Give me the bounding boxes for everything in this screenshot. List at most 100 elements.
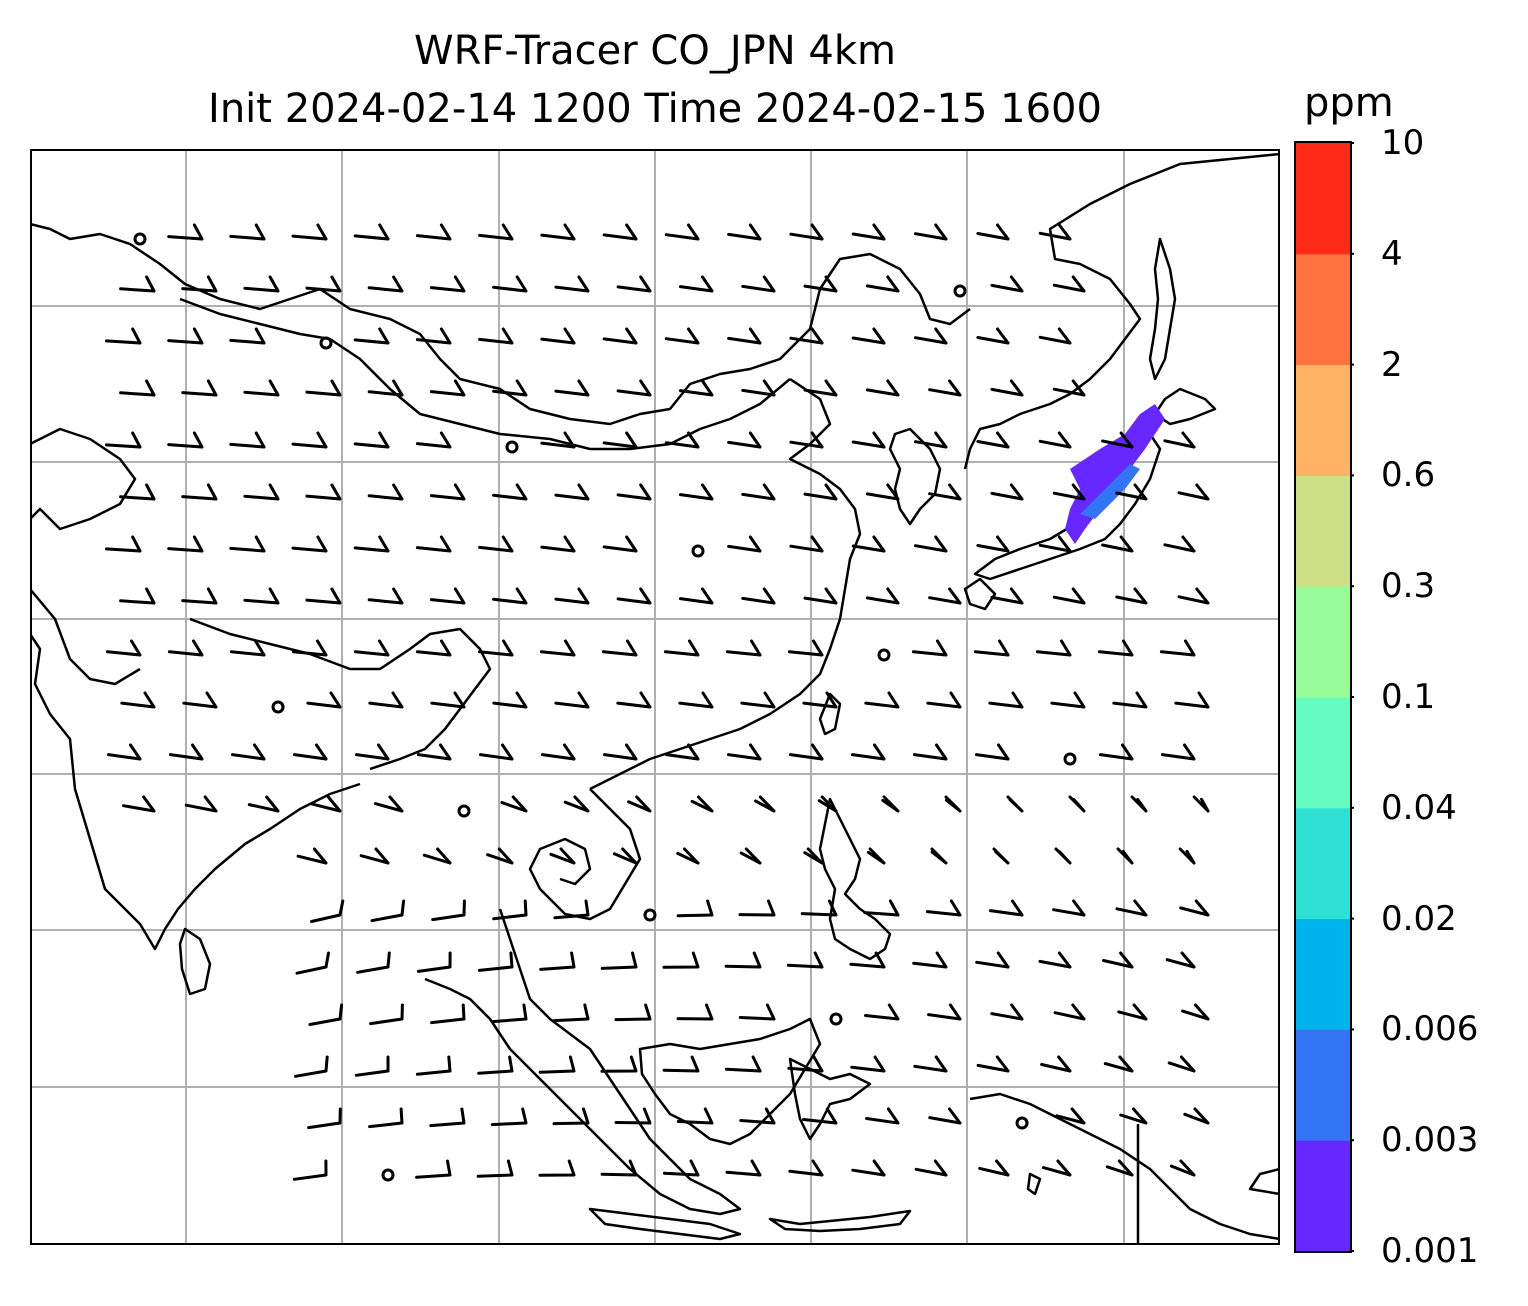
wind-barb — [429, 1107, 466, 1128]
wind-barb — [724, 951, 762, 969]
wind-barb — [291, 431, 328, 449]
wind-barb — [167, 327, 204, 345]
wind-barb — [182, 691, 218, 709]
coastline-taiwan — [818, 692, 842, 736]
wind-barb — [988, 691, 1024, 709]
calm-wind-marker — [133, 232, 147, 246]
wind-barb — [726, 743, 762, 761]
wind-barb — [1101, 535, 1134, 553]
border-mongolia — [179, 297, 791, 451]
coastline-indochina — [424, 788, 742, 1216]
wind-barb — [992, 847, 1010, 865]
wind-barb — [1041, 1159, 1072, 1177]
wind-barb — [477, 951, 514, 972]
wind-barb — [1052, 587, 1086, 605]
wind-barb — [727, 535, 762, 553]
coastline-new-guinea — [969, 1092, 1280, 1241]
colorbar-tick-label: 0.001 — [1381, 1231, 1479, 1271]
colorbar-tick-label: 2 — [1381, 344, 1403, 385]
wind-barb — [1174, 691, 1210, 709]
wind-barb — [181, 379, 218, 397]
wind-barb — [184, 795, 218, 813]
wind-barb — [119, 483, 156, 501]
border-north-india — [30, 427, 141, 686]
wind-barb — [1178, 847, 1196, 865]
wind-barb — [973, 639, 1010, 657]
wind-barb — [786, 951, 824, 969]
wind-barb — [664, 431, 700, 449]
wind-barb — [492, 587, 528, 605]
wind-barb — [850, 743, 886, 761]
wind-barb — [662, 1055, 700, 1073]
wind-barb — [1117, 1003, 1148, 1021]
coastline-china-east — [589, 377, 862, 791]
wind-barb — [416, 743, 452, 761]
wind-barb — [676, 1107, 714, 1125]
wind-barb — [105, 535, 142, 553]
wind-barb — [928, 1107, 962, 1125]
wind-barb — [305, 483, 342, 501]
wind-barb — [616, 275, 652, 293]
wind-barb — [429, 587, 466, 605]
wind-barb — [296, 847, 328, 865]
wind-barb — [864, 691, 900, 709]
wind-barb — [430, 691, 466, 709]
wind-barb — [367, 275, 404, 293]
wind-barb — [310, 899, 345, 923]
wind-barb — [416, 951, 452, 973]
wind-barb — [664, 743, 700, 761]
wind-barb — [538, 1055, 576, 1074]
wind-barb — [431, 899, 466, 922]
wind-barb — [1163, 535, 1196, 553]
calm-wind-marker — [319, 336, 333, 350]
colorbar-tick-label: 4 — [1381, 233, 1403, 274]
wind-barb — [554, 483, 590, 501]
wind-barb — [478, 223, 514, 241]
wind-barb — [119, 275, 156, 293]
wind-barb — [415, 327, 452, 345]
wind-barb — [676, 899, 714, 918]
wind-barb — [1165, 951, 1196, 969]
colorbar-tick-label: 0.1 — [1381, 677, 1436, 717]
map-title-line-1: WRF-Tracer CO_JPN 4km — [414, 28, 896, 74]
wind-barb — [1038, 951, 1072, 969]
map-panel — [30, 149, 1280, 1245]
wind-barb — [850, 1055, 886, 1073]
map-title-line-2: Init 2024-02-14 1200 Time 2024-02-15 160… — [208, 86, 1102, 132]
colorbar-band — [1295, 918, 1351, 1030]
calm-wind-marker — [1063, 752, 1077, 766]
wind-barb — [353, 535, 390, 553]
wind-barb — [738, 899, 776, 917]
wind-barb — [975, 951, 1010, 969]
coastline-sulawesi — [788, 1057, 872, 1141]
wind-barb — [540, 223, 576, 241]
wind-barb — [914, 431, 948, 449]
wind-barb — [1101, 431, 1134, 449]
colorbar-band — [1295, 143, 1351, 255]
wind-barb — [976, 223, 1010, 241]
wind-barb — [928, 587, 962, 605]
wind-barb — [540, 431, 576, 449]
wind-barb — [881, 795, 900, 813]
wind-barb — [1192, 795, 1210, 813]
wind-barb — [988, 899, 1024, 917]
wind-barb — [612, 847, 638, 865]
wind-barb — [1119, 1107, 1148, 1125]
wind-barb — [925, 899, 962, 917]
wind-barb — [1006, 795, 1024, 813]
wind-barb — [600, 951, 638, 970]
wind-barb — [490, 1107, 528, 1127]
wind-barb — [294, 1055, 329, 1078]
wind-barb — [295, 951, 330, 975]
wind-barb — [740, 691, 776, 709]
co-plume — [1065, 404, 1165, 544]
wind-barb — [789, 327, 824, 345]
wind-barb — [229, 431, 266, 449]
wind-barb — [851, 431, 886, 449]
colorbar-band — [1295, 253, 1351, 366]
wind-barb — [851, 535, 886, 553]
wind-barb — [678, 275, 714, 293]
wind-barb — [676, 847, 700, 865]
coastline-india — [30, 633, 361, 951]
coastlines — [30, 152, 1280, 1245]
